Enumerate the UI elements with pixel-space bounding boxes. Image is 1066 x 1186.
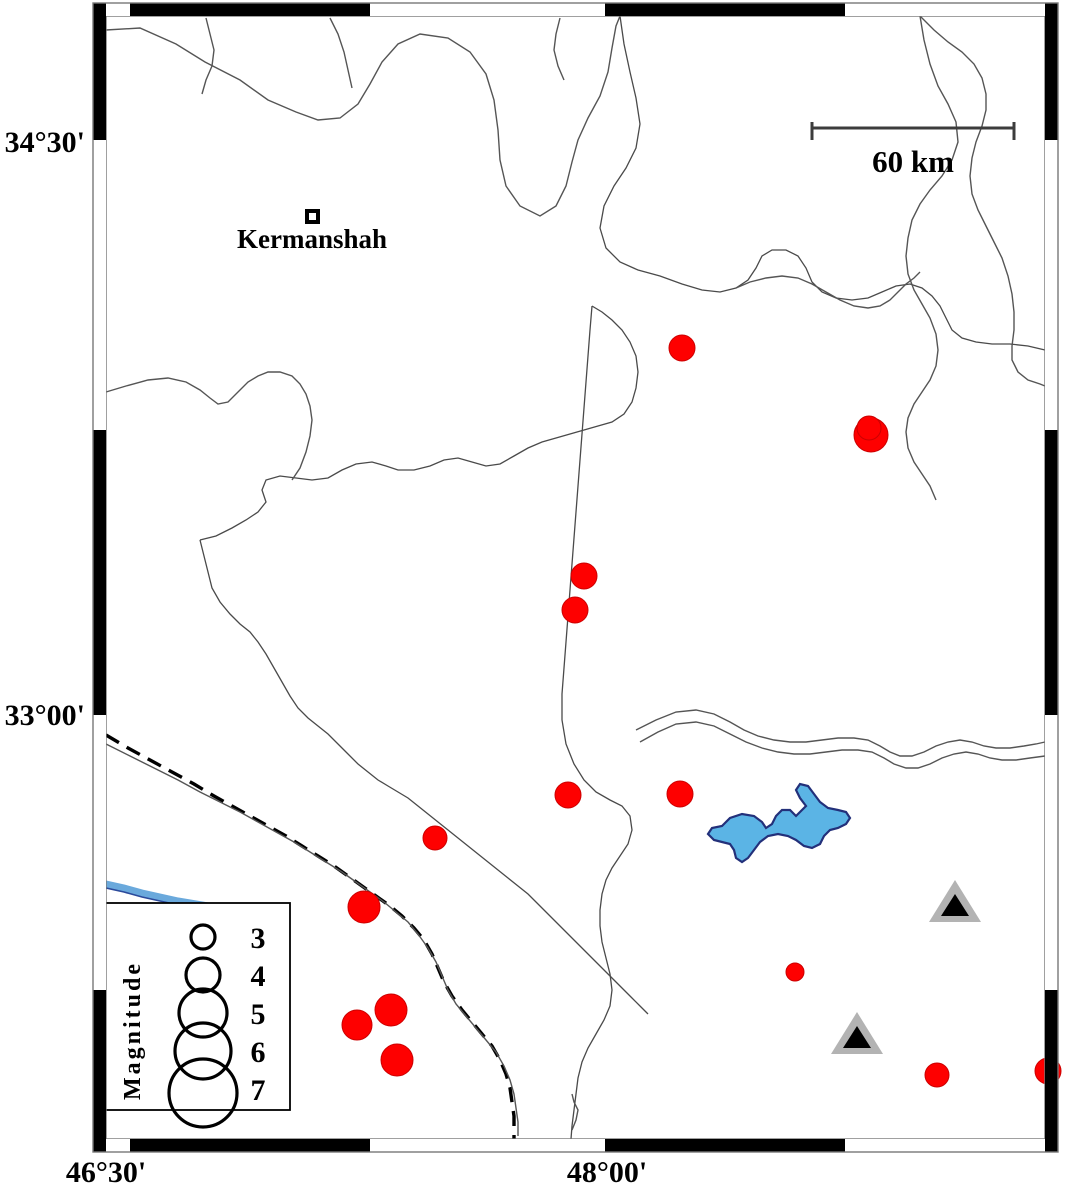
legend-label-m7: 7: [251, 1074, 266, 1107]
epicenter-marker: [554, 781, 582, 809]
international-border-dashed: [105, 733, 516, 1139]
frame-bottom-segment: [605, 1139, 845, 1152]
legend-label-m4: 4: [251, 960, 266, 993]
legend-symbol-m3: [189, 923, 217, 951]
station-triangle-icon: [831, 1012, 883, 1054]
frame-top-segment: [130, 3, 370, 16]
legend-label-m3: 3: [251, 922, 266, 955]
scalebar: 60 km: [810, 122, 1016, 179]
lake-polygon: [706, 782, 852, 864]
legend-symbol-m6: [173, 1021, 233, 1081]
stream-bottom-center: [571, 1093, 579, 1131]
frame-right-segment: [1045, 3, 1058, 140]
frame-right-segment: [1045, 990, 1058, 1152]
boundary-east-lake-north-inner: [639, 721, 1046, 769]
epicenter-marker: [374, 993, 408, 1027]
frame-top-segment: [605, 3, 845, 16]
legend-label-m6: 6: [251, 1036, 266, 1069]
scalebar-line: [810, 122, 1016, 140]
epicenter-marker: [785, 962, 805, 982]
province-boundary-zagros: [199, 539, 649, 1015]
epicenter-marker: [561, 596, 589, 624]
x-tick-label-4800: 48°00': [567, 1156, 647, 1186]
province-boundary-southcentral: [561, 305, 633, 1140]
epicenter-marker: [380, 1043, 414, 1077]
axis-labels: 34°30' 33°00' 46°30' 48°00': [5, 126, 648, 1186]
boundary-upper-right: [919, 15, 1046, 387]
frame-left-segment: [93, 430, 106, 715]
frame-left-segment: [93, 990, 106, 1152]
epicenter-marker: [570, 562, 598, 590]
legend-symbol-m4: [184, 956, 222, 994]
province-boundary-central: [599, 15, 1046, 351]
boundary-east-lake-north: [635, 709, 1046, 757]
city-label: Kermanshah: [237, 224, 387, 254]
legend-symbol-m5: [177, 987, 229, 1039]
earthquake-epicenters-layer: [341, 334, 1062, 1088]
station-triangle-icon: [929, 880, 981, 922]
boundary-right-edge: [905, 15, 959, 501]
epicenter-marker: [422, 825, 448, 851]
epicenter-marker: [341, 1009, 373, 1041]
y-tick-label-3430: 34°30': [5, 126, 85, 159]
border-shadow-line: [105, 743, 519, 1136]
stream-top-center: [329, 17, 353, 89]
legend-symbol-m7: [167, 1057, 239, 1129]
legend-title: Magnitude: [120, 961, 146, 1100]
city-marker-square-inner-icon: [309, 213, 316, 220]
epicenter-marker: [668, 334, 696, 362]
map-frame: [92, 2, 1059, 1153]
frame-left-segment: [93, 3, 106, 140]
legend-label-m5: 5: [251, 998, 266, 1031]
legend-box: [103, 902, 291, 1111]
y-tick-label-3300: 33°00': [5, 699, 85, 732]
seismic-stations-layer: [831, 880, 981, 1054]
epicenter-marker: [666, 780, 694, 808]
boundary-northeast-link: [735, 271, 921, 309]
province-boundary-northwest: [199, 305, 639, 541]
frame-outer-rule: [92, 2, 1059, 1153]
frame-right-segment: [1045, 430, 1058, 715]
epicenter-marker: [856, 415, 882, 441]
epicenter-marker: [924, 1062, 950, 1088]
stream-top-left: [201, 17, 215, 95]
city-kermanshah: Kermanshah: [237, 209, 387, 254]
boundary-north: [105, 15, 621, 217]
x-tick-label-4630: 46°30': [66, 1156, 146, 1186]
frame-bottom-segment: [130, 1139, 370, 1152]
scalebar-label: 60 km: [872, 144, 954, 179]
stream-top-right: [553, 17, 565, 81]
epicenter-marker: [347, 890, 381, 924]
magnitude-legend: Magnitude 3 4 5 6 7: [103, 902, 291, 1129]
boundary-northwest-arm: [105, 371, 313, 481]
